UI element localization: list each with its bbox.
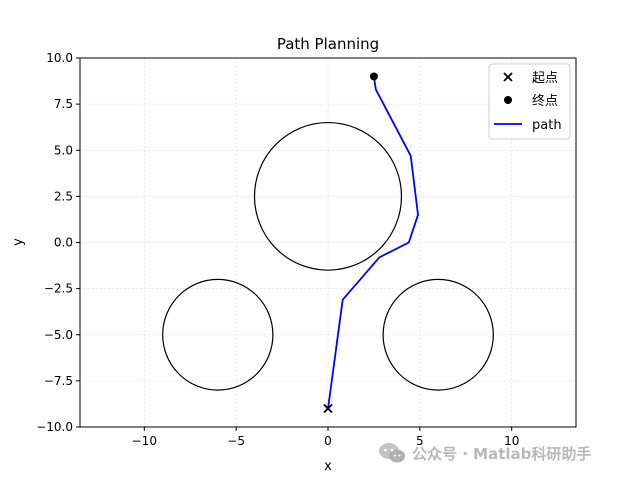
legend-item-path: path: [494, 118, 562, 133]
legend-box: [488, 63, 571, 140]
obstacle-circle: [253, 121, 403, 271]
legend-start-marker: [503, 72, 513, 82]
x-axis-label: x: [324, 459, 332, 474]
watermark: 公众号 · Matlab科研助手: [378, 440, 591, 466]
start-marker: [323, 403, 333, 414]
y-axis-label: y: [11, 238, 26, 246]
path-line: [327, 76, 419, 409]
y-ticks: −10.0 −7.5 −5.0 −2.5 0.0 2.5 5.0 7.5 10.0: [36, 51, 80, 434]
y-tick-label: −7.5: [44, 374, 73, 388]
legend-goal-marker: [504, 96, 512, 104]
grid: [80, 57, 576, 428]
legend-path-label: path: [532, 118, 562, 133]
x-tick-label: 10: [504, 434, 519, 448]
y-tick-label: 2.5: [54, 189, 73, 203]
obstacle-circle: [162, 278, 274, 391]
y-tick-label: −2.5: [44, 282, 73, 296]
y-tick-label: 10.0: [46, 51, 73, 65]
y-tick-label: 7.5: [54, 97, 73, 111]
y-tick-label: 0.0: [54, 236, 73, 250]
legend-start-label: 起点: [532, 71, 558, 86]
chart-title: Path Planning: [277, 35, 379, 53]
x-ticks: −10 −5 0 5 10: [132, 427, 519, 448]
wechat-icon: [379, 443, 405, 463]
goal-marker: [369, 72, 378, 81]
x-tick-label: 5: [416, 434, 424, 448]
legend-item-goal: 终点: [504, 93, 558, 109]
obstacles: [162, 121, 494, 391]
x-tick-label: −5: [227, 434, 245, 448]
watermark-text: 公众号 · Matlab科研助手: [412, 444, 592, 463]
y-tick-label: −5.0: [44, 328, 73, 342]
y-tick-label: −10.0: [36, 420, 73, 434]
y-tick-label: 5.0: [54, 143, 73, 157]
x-tick-label: 0: [324, 434, 332, 448]
legend: 起点 终点 path: [488, 63, 571, 140]
legend-goal-label: 终点: [532, 93, 558, 109]
path-layer: [327, 76, 419, 409]
x-tick-label: −10: [132, 434, 157, 448]
obstacle-circle: [382, 278, 494, 391]
legend-item-start: 起点: [503, 71, 558, 86]
markers: [323, 72, 378, 414]
